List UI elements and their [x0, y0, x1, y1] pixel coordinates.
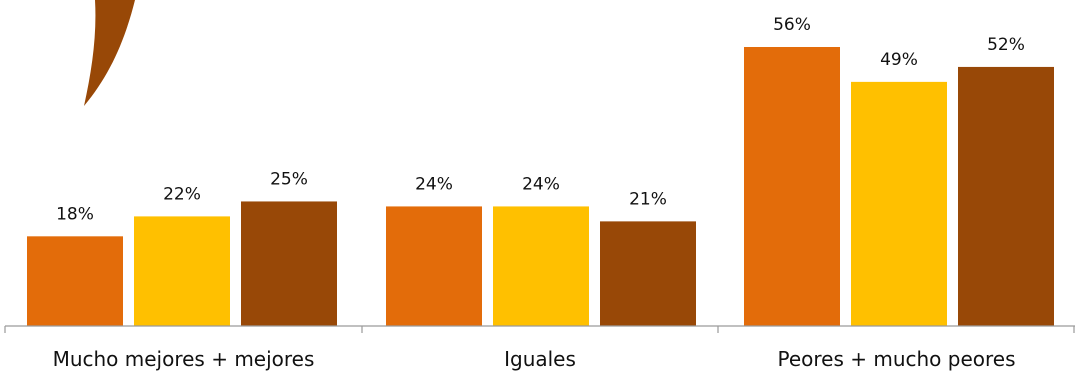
value-label-1-1: 18% — [56, 204, 94, 224]
bar-3-1 — [744, 47, 840, 326]
value-label-3-2: 49% — [880, 50, 918, 70]
bar-1-1 — [27, 236, 123, 326]
decorative-horn-shape — [84, 0, 135, 106]
value-label-1-3: 25% — [270, 169, 308, 189]
bar-1-2 — [134, 216, 230, 326]
category-label-3: Peores + mucho peores — [777, 347, 1015, 371]
value-label-2-2: 24% — [522, 174, 560, 194]
value-label-1-2: 22% — [163, 184, 201, 204]
bar-3-3 — [958, 66, 1054, 326]
value-label-3-3: 52% — [987, 35, 1025, 55]
bar-2-1 — [386, 206, 482, 326]
bar-3-2 — [851, 81, 947, 326]
bar-1-3 — [241, 201, 337, 326]
category-labels-group: Mucho mejores + mejores Iguales Peores + m… — [53, 347, 1016, 371]
x-axis-ticks — [4, 326, 1075, 333]
value-labels-group: 18% 22% 25% 24% 24% 21% 56% 49% 52% — [56, 15, 1025, 224]
bar-2-3 — [600, 221, 696, 326]
value-label-2-1: 24% — [415, 174, 453, 194]
category-label-1: Mucho mejores + mejores — [53, 347, 315, 371]
bar-2-2 — [493, 206, 589, 326]
value-label-2-3: 21% — [629, 189, 667, 209]
bars-group — [27, 47, 1054, 326]
category-label-2: Iguales — [504, 347, 576, 371]
value-label-3-1: 56% — [773, 15, 811, 35]
